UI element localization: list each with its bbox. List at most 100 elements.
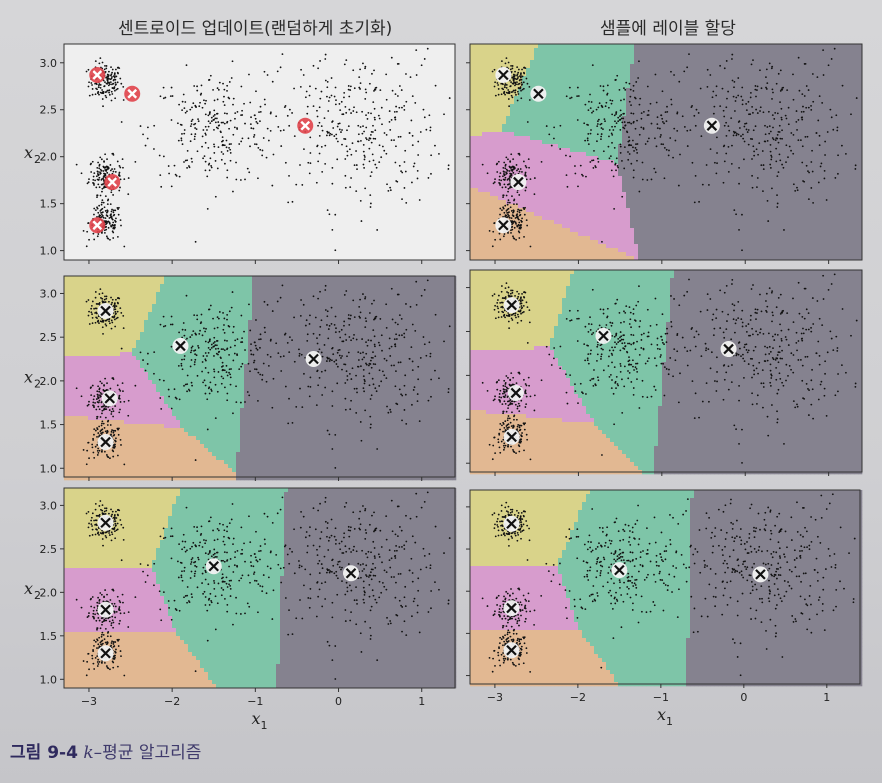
region-cell [674, 100, 678, 104]
region-cell [726, 68, 730, 72]
region-cell [714, 184, 718, 188]
region-cell [494, 188, 498, 192]
region-cell [506, 44, 510, 48]
region-cell [758, 112, 762, 116]
region-cell [722, 76, 726, 80]
region-cell [698, 68, 702, 72]
sample-point [205, 169, 207, 171]
region-cell [630, 180, 634, 184]
region-cell [634, 52, 638, 56]
region-cell [578, 72, 582, 76]
region-cell [514, 48, 518, 52]
region-cell [610, 84, 614, 88]
sample-point [114, 75, 116, 77]
region-cell [618, 148, 622, 152]
region-cell [622, 64, 626, 68]
region-cell [794, 180, 798, 184]
sample-point [168, 173, 170, 175]
region-cell [810, 52, 814, 56]
region-cell [850, 80, 854, 84]
sample-point [88, 178, 90, 180]
region-cell [626, 164, 630, 168]
region-cell [490, 64, 494, 68]
region-cell [738, 188, 742, 192]
region-cell [746, 148, 750, 152]
region-cell [782, 132, 786, 136]
region-cell [606, 108, 610, 112]
region-cell [566, 108, 570, 112]
sample-point [98, 205, 100, 207]
region-cell [650, 64, 654, 68]
region-cell [478, 176, 482, 180]
region-cell [626, 44, 630, 48]
region-cell [794, 176, 798, 180]
region-cell [474, 96, 478, 100]
region-cell [730, 76, 734, 80]
sample-point [93, 184, 95, 186]
region-cell [786, 56, 790, 60]
sample-point [248, 74, 250, 76]
sample-point [184, 129, 186, 131]
region-cell [546, 52, 550, 56]
region-cell [622, 68, 626, 72]
region-cell [526, 200, 530, 204]
y-axis-label: x [24, 143, 33, 162]
region-cell [726, 112, 730, 116]
region-cell [818, 188, 822, 192]
region-cell [694, 152, 698, 156]
sample-point [108, 167, 110, 169]
region-cell [618, 184, 622, 188]
region-cell [742, 180, 746, 184]
region-cell [606, 196, 610, 200]
region-cell [782, 168, 786, 172]
region-cell [798, 104, 802, 108]
sample-point [95, 60, 97, 62]
region-cell [794, 132, 798, 136]
region-cell [530, 112, 534, 116]
region-cell [510, 136, 514, 140]
region-cell [630, 188, 634, 192]
sample-point [267, 128, 269, 130]
region-cell [738, 200, 742, 204]
region-cell [618, 84, 622, 88]
region-cell [562, 188, 566, 192]
region-cell [550, 48, 554, 52]
region-cell [558, 64, 562, 68]
region-cell [718, 176, 722, 180]
region-cell [770, 196, 774, 200]
region-cell [834, 132, 838, 136]
region-cell [786, 92, 790, 96]
region-cell [694, 68, 698, 72]
region-cell [578, 200, 582, 204]
sample-point [368, 139, 370, 141]
sample-point [207, 114, 209, 116]
region-cell [526, 104, 530, 108]
region-cell [734, 180, 738, 184]
region-cell [602, 68, 606, 72]
sample-point [261, 155, 263, 157]
region-cell [758, 48, 762, 52]
region-cell [814, 96, 818, 100]
region-cell [662, 76, 666, 80]
region-cell [798, 68, 802, 72]
region-cell [706, 48, 710, 52]
region-cell [730, 148, 734, 152]
region-cell [470, 124, 474, 128]
sample-point [93, 214, 95, 216]
region-cell [694, 164, 698, 168]
sample-point [108, 92, 110, 94]
region-cell [506, 132, 510, 136]
region-cell [786, 68, 790, 72]
region-cell [698, 148, 702, 152]
region-cell [698, 192, 702, 196]
region-cell [554, 148, 558, 152]
region-cell [494, 48, 498, 52]
region-cell [754, 68, 758, 72]
region-cell [774, 100, 778, 104]
region-cell [746, 180, 750, 184]
region-cell [774, 88, 778, 92]
sample-point [188, 165, 190, 167]
region-cell [558, 84, 562, 88]
region-cell [686, 168, 690, 172]
region-cell [834, 52, 838, 56]
